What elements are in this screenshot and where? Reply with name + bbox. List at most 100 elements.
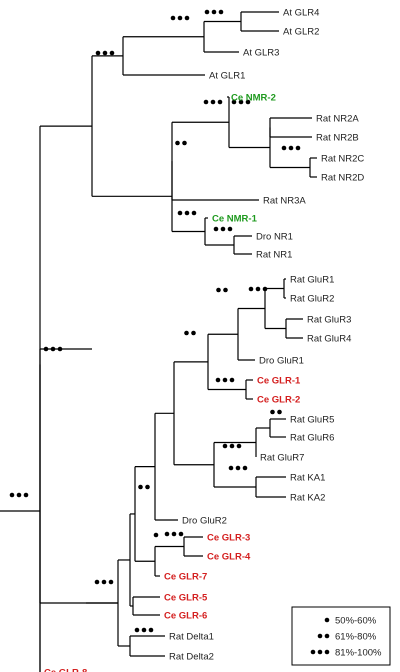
leaf-label-rat-nr2d: Rat NR2D — [321, 173, 364, 184]
support-dot — [228, 465, 234, 471]
support-dot — [227, 226, 233, 232]
support-marker — [134, 627, 154, 633]
leaf-label-ce-glr-1: Ce GLR-1 — [257, 376, 301, 387]
support-dot — [191, 210, 197, 216]
support-dot — [43, 346, 49, 352]
support-dot — [23, 492, 29, 498]
leaf-label-ce-glr-5: Ce GLR-5 — [164, 593, 208, 604]
support-dot — [203, 99, 209, 105]
support-marker — [9, 492, 29, 498]
support-marker — [94, 579, 114, 585]
legend-entry-2: 61%-80% — [317, 632, 377, 643]
leaf-label-dro-glur1: Dro GluR1 — [259, 356, 304, 367]
support-dot — [242, 465, 248, 471]
support-marker — [222, 443, 242, 449]
support-dot — [245, 99, 251, 105]
leaf-label-rat-glur1: Rat GluR1 — [290, 275, 334, 286]
legend-box — [291, 606, 391, 666]
support-dot — [248, 286, 254, 292]
support-dot — [177, 210, 183, 216]
support-dot — [108, 579, 114, 585]
support-dot — [222, 443, 228, 449]
leaf-label-at-glr2: At GLR2 — [283, 27, 319, 38]
leaf-label-rat-ka1: Rat KA1 — [290, 473, 325, 484]
support-dot — [138, 484, 143, 490]
leaf-label-ce-glr-8: Ce GLR-8 — [44, 668, 87, 672]
leaf-label-ce-glr-2: Ce GLR-2 — [257, 395, 300, 406]
support-dot — [57, 346, 63, 352]
support-dot — [95, 50, 101, 56]
support-marker — [164, 531, 184, 537]
support-dot — [262, 286, 268, 292]
support-marker — [215, 377, 235, 383]
support-dot — [216, 287, 221, 293]
leaf-label-rat-nr3a: Rat NR3A — [263, 196, 306, 207]
support-dot — [170, 15, 176, 21]
support-dot — [220, 226, 226, 232]
support-dot — [281, 145, 287, 151]
leaf-label-dro-nr1: Dro NR1 — [256, 232, 293, 243]
leaf-label-rat-glur6: Rat GluR6 — [290, 433, 334, 444]
support-dot — [94, 579, 100, 585]
leaf-label-at-glr1: At GLR1 — [209, 71, 245, 82]
legend-label: 81%-100% — [335, 648, 382, 659]
support-marker — [204, 9, 224, 15]
support-marker — [231, 99, 251, 105]
leaf-label-dro-glur2: Dro GluR2 — [182, 516, 227, 527]
leaf-label-ce-nmr-1: Ce NMR-1 — [212, 214, 258, 225]
leaf-label-rat-nr2b: Rat NR2B — [316, 133, 359, 144]
support-dot — [270, 409, 275, 415]
leaf-label-rat-glur4: Rat GluR4 — [307, 334, 351, 345]
support-dot — [101, 579, 107, 585]
leaf-label-rat-ka2: Rat KA2 — [290, 493, 325, 504]
leaf-label-rat-delta2: Rat Delta2 — [169, 652, 214, 663]
support-marker — [175, 140, 187, 146]
support-dot — [223, 287, 228, 293]
leaf-label-rat-nr2a: Rat NR2A — [316, 114, 359, 125]
support-marker — [170, 15, 190, 21]
leaf-label-ce-nmr-2: Ce NMR-2 — [231, 93, 276, 104]
leaf-label-at-glr3: At GLR3 — [243, 48, 279, 59]
tree-branches — [0, 11, 317, 672]
legend-dot — [317, 649, 323, 655]
legend-entry-1: 50%-60% — [324, 616, 377, 627]
support-dot — [177, 15, 183, 21]
support-dot — [213, 226, 219, 232]
legend-dot — [324, 633, 330, 639]
legend-dot — [310, 649, 316, 655]
support-marker — [270, 409, 282, 415]
support-dot — [215, 377, 221, 383]
support-dot — [222, 377, 228, 383]
support-dot — [288, 145, 294, 151]
support-dot — [9, 492, 15, 498]
support-dot — [153, 532, 159, 538]
support-dot — [211, 9, 217, 15]
support-marker — [228, 465, 248, 471]
support-marker — [216, 287, 228, 293]
support-dot — [134, 627, 140, 633]
support-marker — [177, 210, 197, 216]
support-marker — [184, 330, 196, 336]
leaf-label-ce-glr-7: Ce GLR-7 — [164, 572, 207, 583]
support-marker — [95, 50, 115, 56]
support-dot — [217, 99, 223, 105]
support-marker — [213, 226, 233, 232]
support-markers — [9, 9, 301, 633]
legend-label: 61%-80% — [335, 632, 377, 643]
support-dot — [255, 286, 261, 292]
leaf-label-rat-delta1: Rat Delta1 — [169, 632, 214, 643]
support-dot — [178, 531, 184, 537]
support-dot — [236, 443, 242, 449]
support-marker — [248, 286, 268, 292]
legend-dot — [324, 649, 330, 655]
support-dot — [141, 627, 147, 633]
support-dot — [277, 409, 282, 415]
support-marker — [281, 145, 301, 151]
legend-dot — [317, 633, 323, 639]
support-marker — [138, 484, 150, 490]
support-dot — [235, 465, 241, 471]
support-dot — [184, 210, 190, 216]
support-dot — [175, 140, 180, 146]
support-dot — [109, 50, 115, 56]
